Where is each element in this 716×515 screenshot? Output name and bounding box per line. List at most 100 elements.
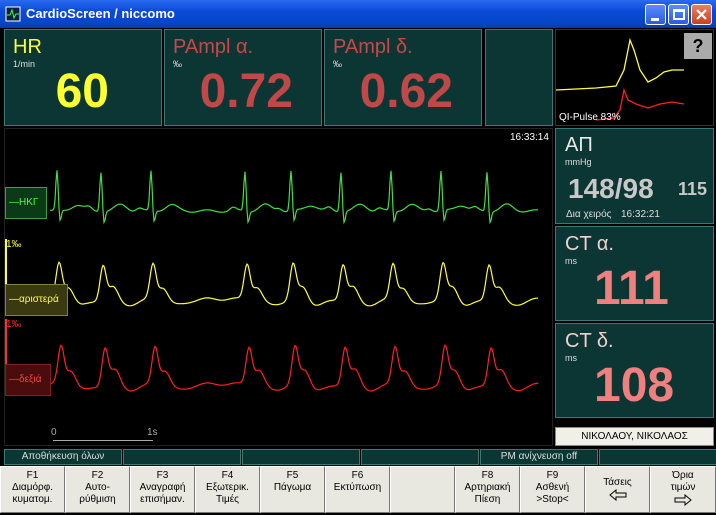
pulse-waveform (556, 37, 685, 121)
right-label: —δεξιά (5, 364, 51, 396)
ecg-label-text: ΗΚΓ (19, 197, 39, 208)
key-text: Διαμόρφ. (12, 482, 53, 493)
key-text: επισήμαν. (140, 494, 185, 505)
key-text: ρύθμιση (79, 494, 116, 505)
empty-panel (485, 29, 553, 126)
metric-panel: PAmpl δ. ‰ 0.62 (324, 29, 482, 126)
left-label: —αριστερά (5, 284, 68, 316)
key-text: >Stop< (536, 494, 569, 505)
ct-panel: CT δ. ms 108 (555, 323, 714, 418)
key-text: Πίεση (474, 494, 501, 505)
ct-panel: CT α. ms 111 (555, 226, 714, 321)
key-text: Εκτύπωση (333, 482, 382, 493)
metric-unit: ‰ (333, 59, 342, 69)
function-key[interactable]: Όρια τιμών (650, 466, 716, 513)
key-label: F9 (546, 470, 559, 481)
metric-value: 60 (55, 65, 109, 118)
waveform-trace (49, 170, 539, 225)
right-label-text: δεξιά (19, 374, 42, 385)
key-text: τιμών (670, 482, 696, 493)
bp-value: 148/98 (568, 173, 654, 204)
key-text: κυματομ. (12, 494, 53, 505)
function-key[interactable]: F9 Ασθενή >Stop< (520, 466, 585, 513)
ct-label: CT δ. (565, 330, 614, 352)
left-scale: 1‰ (6, 239, 22, 250)
left-label-text: αριστερά (19, 294, 59, 305)
bp-panel: ΑΠ mmHg 148/98 115 Δια χειρός 16:32:21 (555, 128, 714, 224)
function-key[interactable]: F4 Εξωτερικ. Τιμές (195, 466, 260, 513)
bp-label: ΑΠ (565, 134, 593, 156)
ct-unit: ms (565, 256, 577, 266)
function-key[interactable]: F2 Αυτο-ρύθμιση (65, 466, 130, 513)
left-scale-bar (5, 239, 7, 299)
ct-label: CT α. (565, 233, 614, 255)
key-label: F4 (221, 470, 234, 481)
key-label: F2 (91, 470, 104, 481)
patient-name: ΝΙΚΟΛΑΟΥ, ΝΙΚΟΛΑΟΣ (555, 427, 714, 446)
function-key[interactable]: F5 Πάγωμα (260, 466, 325, 513)
waveform-area: 16:33:14 —ΗΚΓ 1‰ —αριστερά 1‰ —δεξιά 0 1… (4, 128, 553, 446)
metric-unit: ‰ (173, 59, 182, 69)
key-label: F3 (156, 470, 169, 481)
key-label: F8 (481, 470, 494, 481)
status-cell: Αποθήκευση όλων (4, 449, 122, 465)
waveform-trace (49, 261, 538, 307)
key-text: Αρτηριακή (464, 482, 511, 493)
function-key[interactable]: F6 Εκτύπωση (325, 466, 390, 513)
key-label: F6 (351, 470, 364, 481)
key-text: Πάγωμα (273, 482, 312, 493)
key-text: Αναγραφή (139, 482, 186, 493)
key-label: F1 (26, 470, 39, 481)
metric-panel: HR 1/min 60 (4, 29, 162, 126)
status-cell (242, 449, 360, 465)
waveform-trace (49, 344, 539, 392)
arrow-icon (608, 488, 626, 502)
metric-unit: 1/min (13, 59, 36, 69)
metric-panel: PAmpl α. ‰ 0.72 (164, 29, 322, 126)
title-bar: CardioScreen / niccomo (0, 0, 716, 28)
help-button[interactable]: ? (684, 33, 712, 59)
metric-label: PAmpl δ. (333, 36, 413, 58)
metric-value: 0.72 (199, 65, 293, 118)
arrow-icon (674, 493, 692, 507)
metric-label: PAmpl α. (173, 36, 254, 58)
minimize-button[interactable] (645, 4, 666, 25)
right-scale: 1‰ (6, 319, 22, 330)
ecg-label: —ΗΚΓ (5, 187, 47, 219)
pulse-panel: ? QI-Pulse 83% (555, 29, 714, 126)
close-button[interactable] (691, 4, 712, 25)
bp-unit: mmHg (565, 157, 592, 167)
key-label: F5 (286, 470, 299, 481)
scale-start: 0 (51, 427, 57, 438)
bp-mean: 115 (678, 179, 708, 199)
key-text: Τιμές (216, 494, 239, 505)
function-key[interactable]: F8 Αρτηριακή Πίεση (455, 466, 520, 513)
window-title: CardioScreen / niccomo (26, 6, 175, 21)
bp-note: Δια χειρός (566, 209, 612, 220)
scale-end: 1s (147, 427, 158, 438)
metric-label: HR (13, 36, 42, 58)
key-label: Τάσεις (603, 477, 632, 488)
function-key[interactable]: F1 Διαμόρφ. κυματομ. (0, 466, 65, 513)
ct-value: 111 (594, 262, 669, 315)
key-text: Εξωτερικ. (206, 482, 249, 493)
ct-unit: ms (565, 353, 577, 363)
app-icon (5, 6, 21, 22)
status-cell (361, 449, 479, 465)
function-key[interactable] (390, 466, 455, 513)
status-cell (123, 449, 241, 465)
waveforms (49, 170, 539, 392)
function-key[interactable]: F3 Αναγραφή επισήμαν. (130, 466, 195, 513)
right-scale-bar (5, 319, 7, 379)
function-key[interactable]: Τάσεις (585, 466, 650, 513)
pulse-quality: QI-Pulse 83% (559, 112, 621, 123)
metric-value: 0.62 (359, 65, 453, 118)
bp-time: 16:32:21 (621, 209, 660, 220)
status-cell: PM ανίχνευση off (480, 449, 598, 465)
maximize-button[interactable] (668, 4, 689, 25)
key-text: Αυτο- (85, 482, 110, 493)
key-text: Ασθενή (535, 482, 570, 493)
time-scale-bar (53, 440, 153, 441)
status-cell (599, 449, 716, 465)
